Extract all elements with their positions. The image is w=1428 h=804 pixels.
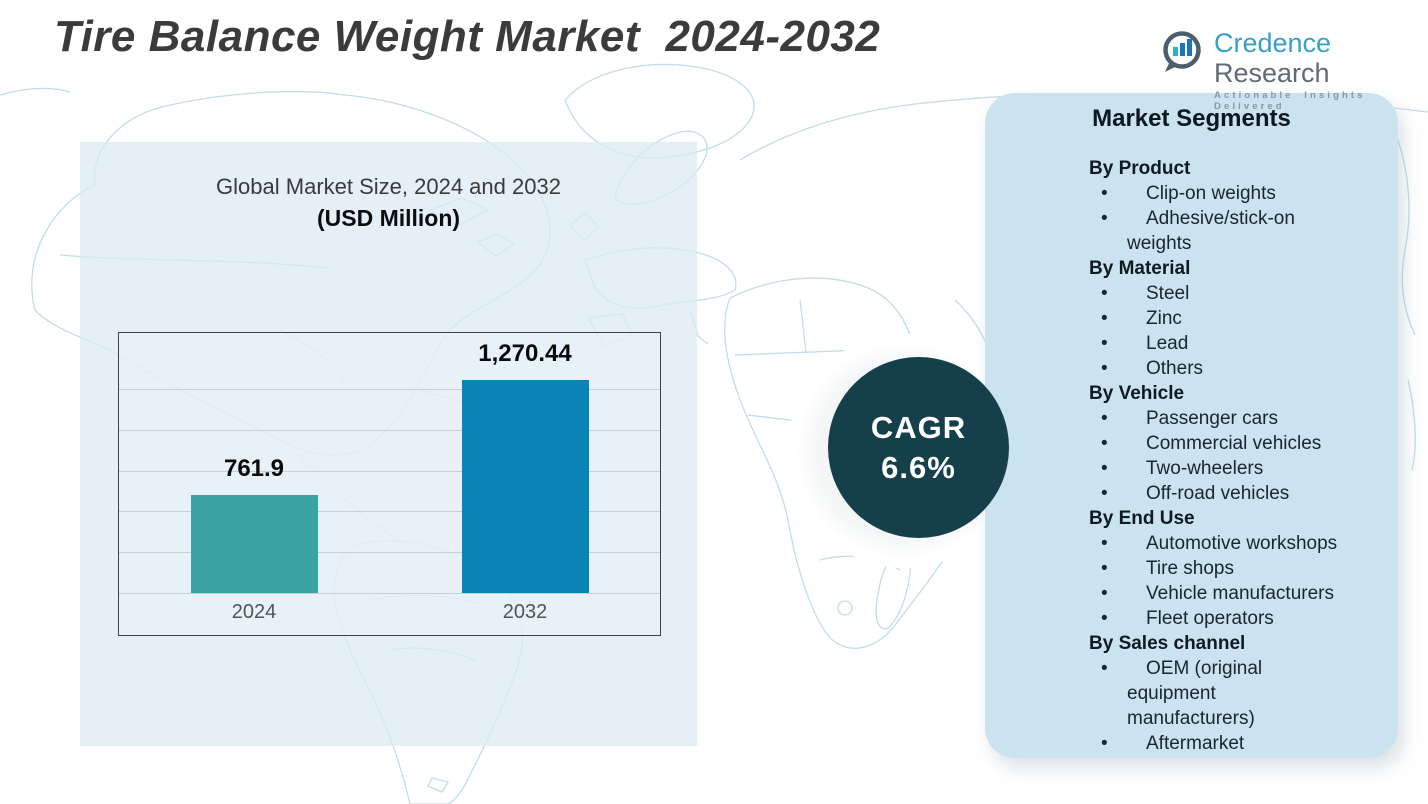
segment-group: By Vehicle • Passenger cars • Commercial veh…: [1089, 381, 1343, 506]
segment-group: By Material • Steel • Zinc • Lead • Others: [1089, 256, 1343, 381]
bar-value-label: 761.9: [223, 455, 285, 482]
cagr-value: 6.6%: [881, 449, 956, 485]
segment-item-label: Clip-on weights: [1146, 183, 1276, 204]
segment-item-label: Adhesive/stick-on weights: [1127, 208, 1295, 254]
segment-item-label: Off-road vehicles: [1146, 483, 1290, 504]
segment-item-label: Steel: [1146, 283, 1190, 304]
bullet-icon: •: [1101, 308, 1108, 329]
bar-2032: [461, 380, 589, 593]
segment-item: • Two-wheelers: [1089, 456, 1343, 481]
segment-item: • Others: [1089, 356, 1343, 381]
segment-item: • Clip-on weights: [1089, 181, 1343, 206]
chart-backdrop-panel: [80, 142, 697, 746]
bar-category-label: 2024: [231, 601, 277, 623]
segments-heading: Market Segments: [1092, 105, 1291, 132]
segment-item-label: Automotive workshops: [1146, 533, 1338, 554]
bullet-icon: •: [1101, 358, 1108, 379]
bullet-icon: •: [1101, 733, 1108, 754]
segment-item-label: Zinc: [1146, 308, 1182, 329]
segment-item: • Tire shops: [1089, 556, 1343, 581]
page-title: Tire Balance Weight Market 2024-2032: [54, 12, 881, 61]
segment-item: • Adhesive/stick-on weights: [1089, 206, 1343, 256]
segment-item-label: Vehicle manufacturers: [1146, 583, 1334, 604]
segment-item: • Vehicle manufacturers: [1089, 581, 1343, 606]
gridline: [119, 471, 660, 472]
gridline: [119, 552, 660, 553]
segment-item: • Zinc: [1089, 306, 1343, 331]
segment-group-title: By Product: [1089, 158, 1191, 179]
segment-group-title: By End Use: [1089, 508, 1195, 529]
brand-name: Credence Research: [1214, 28, 1332, 88]
credence-research-logo: Credence Research Actionable Insights De…: [1158, 28, 1428, 112]
segment-group-title: By Vehicle: [1089, 383, 1185, 404]
bar-value-label: 1,270.44: [478, 340, 572, 367]
bullet-icon: •: [1101, 658, 1108, 679]
segment-group: By Sales channel • OEM (original equipment…: [1089, 631, 1343, 756]
bullet-icon: •: [1101, 433, 1108, 454]
bullet-icon: •: [1101, 183, 1108, 204]
credence-logo-icon: [1158, 28, 1206, 81]
segment-item: • Lead: [1089, 331, 1343, 356]
segment-item: • Passenger cars: [1089, 406, 1343, 431]
segment-item-label: Aftermarket: [1146, 733, 1245, 754]
segment-group: By End Use • Automotive workshops • Tire sho…: [1089, 506, 1343, 631]
segment-item-label: OEM (original equipment manufacturers): [1127, 658, 1263, 729]
segment-item: • Off-road vehicles: [1089, 481, 1343, 506]
bullet-icon: •: [1101, 283, 1108, 304]
segments-list: By Product • Clip-on weights • Adhesive/stic…: [985, 156, 1398, 756]
bullet-icon: •: [1101, 458, 1108, 479]
segment-item: • Commercial vehicles: [1089, 431, 1343, 456]
segment-item-label: Two-wheelers: [1146, 458, 1264, 479]
bullet-icon: •: [1101, 408, 1108, 429]
gridline: [119, 593, 660, 594]
bullet-icon: •: [1101, 208, 1108, 229]
bullet-icon: •: [1101, 583, 1108, 604]
chart-title-block: Global Market Size, 2024 and 2032 (USD M…: [80, 172, 697, 234]
segment-item: • Aftermarket: [1089, 731, 1343, 756]
bullet-icon: •: [1101, 333, 1108, 354]
segment-item-label: Passenger cars: [1146, 408, 1279, 429]
segment-group-title: By Material: [1089, 258, 1191, 279]
segment-item: • Fleet operators: [1089, 606, 1343, 631]
bar-chart: 761.9 2024 1,270.44 2032: [118, 332, 661, 636]
segment-item: • Automotive workshops: [1089, 531, 1343, 556]
cagr-label: CAGR: [870, 409, 967, 445]
gridline: [119, 389, 660, 390]
chart-subtitle: (USD Million): [316, 205, 461, 231]
segment-item-label: Lead: [1146, 333, 1189, 354]
gridline: [119, 430, 660, 431]
segment-item: • OEM (original equipment manufacturers): [1089, 656, 1343, 731]
segment-item-label: Tire shops: [1146, 558, 1234, 579]
segment-group-title: By Sales channel: [1089, 633, 1246, 654]
bar-category-label: 2032: [502, 601, 548, 623]
cagr-badge: CAGR 6.6%: [828, 357, 1009, 538]
segment-item-label: Commercial vehicles: [1146, 433, 1322, 454]
brand-tagline: Actionable Insights Delivered: [1214, 90, 1366, 112]
bullet-icon: •: [1101, 483, 1108, 504]
bar-2024: [190, 495, 318, 593]
segment-item-label: Fleet operators: [1146, 608, 1274, 629]
segment-group: By Product • Clip-on weights • Adhesive/stic…: [1089, 156, 1343, 256]
segment-item: • Steel: [1089, 281, 1343, 306]
market-segments-panel: Market Segments By Product • Clip-on weigh…: [985, 93, 1398, 758]
gridline: [119, 511, 660, 512]
bullet-icon: •: [1101, 533, 1108, 554]
bullet-icon: •: [1101, 558, 1108, 579]
bullet-icon: •: [1101, 608, 1108, 629]
segment-item-label: Others: [1146, 358, 1204, 379]
chart-title: Global Market Size, 2024 and 2032: [216, 174, 561, 199]
